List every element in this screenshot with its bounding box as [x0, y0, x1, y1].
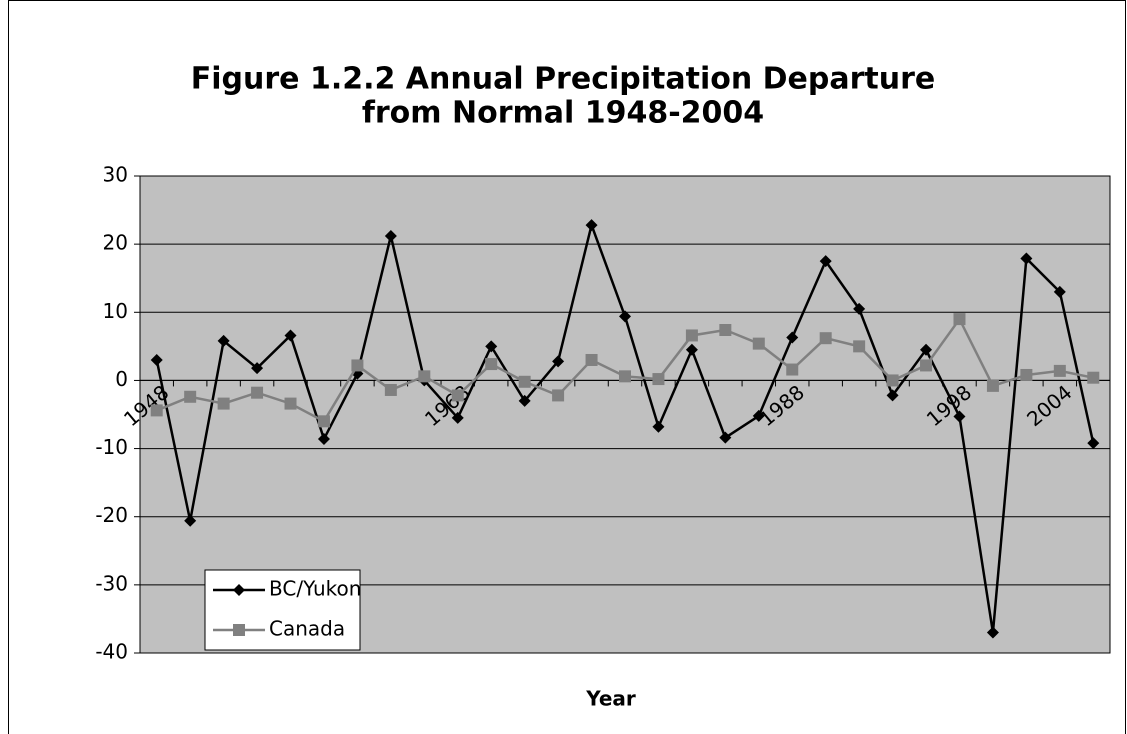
marker — [384, 383, 397, 396]
marker — [619, 370, 631, 383]
y-tick-label: 20 — [103, 231, 128, 255]
marker — [920, 343, 933, 356]
y-tick-label: 10 — [103, 299, 128, 323]
marker — [485, 358, 498, 371]
y-tick-label: 30 — [103, 163, 128, 187]
marker — [585, 219, 598, 232]
legend-box — [204, 569, 361, 651]
marker — [384, 229, 397, 242]
legend-label: BC/Yukon — [269, 577, 361, 601]
marker — [986, 379, 999, 392]
y-tick-label: -10 — [95, 435, 128, 459]
marker — [786, 363, 799, 376]
marker — [853, 340, 866, 353]
legend-label: Canada — [269, 617, 345, 641]
marker — [284, 329, 297, 342]
marker — [953, 410, 966, 423]
marker — [233, 624, 245, 636]
marker — [518, 394, 531, 407]
marker — [886, 389, 899, 402]
marker — [585, 353, 598, 366]
marker — [552, 389, 565, 402]
marker — [752, 409, 765, 422]
marker — [719, 324, 732, 337]
marker — [1087, 371, 1100, 384]
marker — [752, 337, 765, 350]
y-tick-label: -40 — [95, 640, 128, 664]
marker — [284, 397, 297, 410]
marker — [685, 329, 698, 342]
marker — [485, 340, 498, 353]
marker — [233, 584, 245, 596]
marker — [1053, 364, 1066, 377]
marker — [886, 374, 899, 387]
marker — [1053, 285, 1066, 298]
marker — [685, 343, 698, 356]
marker — [217, 334, 230, 347]
marker — [184, 390, 197, 403]
marker — [451, 389, 464, 402]
marker — [953, 313, 966, 326]
marker — [652, 420, 665, 433]
marker — [719, 431, 732, 444]
chart-title: Figure 1.2.2 Annual Precipitation Depart… — [191, 62, 936, 97]
y-tick-label: 0 — [115, 367, 128, 391]
marker — [853, 302, 866, 315]
marker — [786, 331, 799, 344]
marker — [652, 373, 665, 386]
marker — [418, 370, 431, 383]
marker — [1020, 368, 1033, 381]
marker — [920, 359, 933, 372]
marker — [1020, 252, 1033, 265]
marker — [150, 353, 163, 366]
marker — [150, 404, 163, 417]
marker — [251, 386, 264, 399]
marker — [518, 375, 531, 388]
y-tick-label: -30 — [95, 571, 128, 595]
plot-border — [139, 175, 1111, 654]
marker — [317, 433, 330, 446]
marker — [451, 411, 464, 424]
marker — [217, 397, 230, 410]
marker — [552, 355, 565, 368]
marker — [317, 415, 330, 428]
chart-title: from Normal 1948-2004 — [362, 96, 764, 131]
x-axis-label: Year — [585, 687, 636, 711]
marker — [986, 626, 999, 639]
marker — [819, 255, 832, 268]
marker — [619, 310, 631, 323]
marker — [819, 332, 832, 345]
marker — [351, 359, 364, 372]
marker — [251, 362, 264, 375]
marker — [184, 514, 197, 527]
y-tick-label: -20 — [95, 503, 128, 527]
marker — [1087, 437, 1100, 450]
